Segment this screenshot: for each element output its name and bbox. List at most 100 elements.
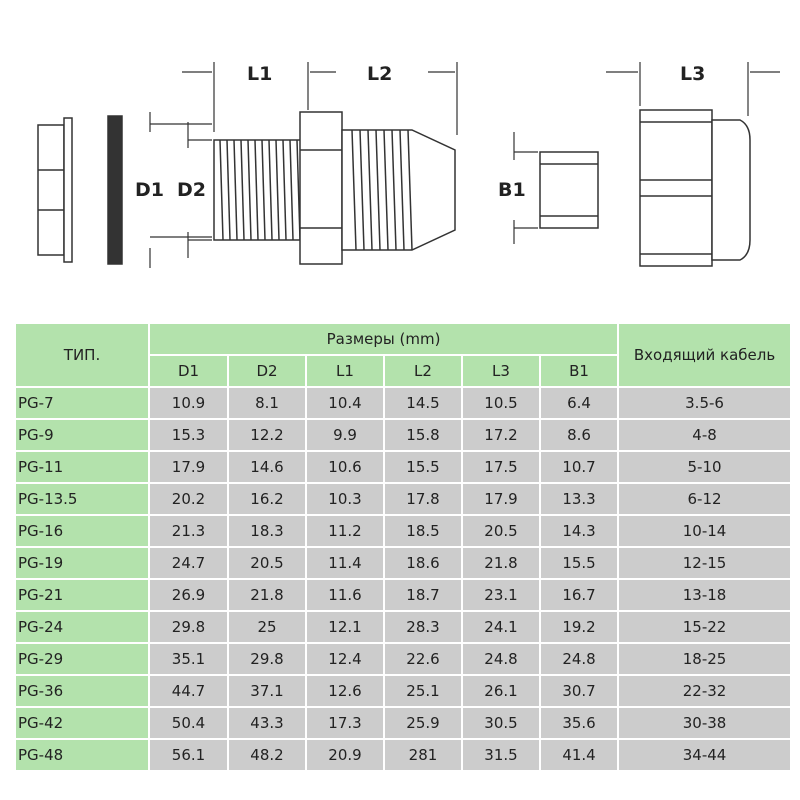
dimension-cell: 20.5 xyxy=(227,546,307,580)
dimension-cell: 12.2 xyxy=(227,418,307,452)
table-row: PG-13.5 20.2 16.2 10.3 17.8 17.9 13.3 6-12 xyxy=(14,482,793,516)
label-l3: L3 xyxy=(680,63,705,85)
table-row: PG-11 17.9 14.6 10.6 15.5 17.5 10.7 5-10 xyxy=(14,450,793,484)
dimension-cell: 29.8 xyxy=(227,642,307,676)
type-cell: PG-21 xyxy=(14,578,150,612)
label-b1: B1 xyxy=(498,179,526,201)
cable-cell: 4-8 xyxy=(617,418,793,452)
dimension-cell: 17.5 xyxy=(461,450,541,484)
cable-header: Входящий кабель xyxy=(617,322,793,388)
dimension-cell: 11.2 xyxy=(305,514,385,548)
type-cell: PG-29 xyxy=(14,642,150,676)
dimension-cell: 14.5 xyxy=(383,386,463,420)
type-cell: PG-9 xyxy=(14,418,150,452)
dimension-cell: 22.6 xyxy=(383,642,463,676)
dimension-cell: 10.5 xyxy=(461,386,541,420)
dimension-cell: 18.7 xyxy=(383,578,463,612)
dimension-cell: 19.2 xyxy=(538,610,620,644)
dimension-cell: 20.5 xyxy=(461,514,541,548)
dimension-cell: 31.5 xyxy=(461,738,541,772)
dimension-cell: 17.9 xyxy=(461,482,541,516)
dimension-cell: 25.1 xyxy=(383,674,463,708)
dimension-cell: 23.1 xyxy=(461,578,541,612)
dimension-cell: 44.7 xyxy=(148,674,229,708)
table-row: PG-48 56.1 48.2 20.9 281 31.5 41.4 34-44 xyxy=(14,738,793,772)
dimension-cell: 11.6 xyxy=(305,578,385,612)
dimension-cell: 10.7 xyxy=(538,450,620,484)
table-row: PG-29 35.1 29.8 12.4 22.6 24.8 24.8 18-25 xyxy=(14,642,793,676)
dimension-cell: 25.9 xyxy=(383,706,463,740)
cap-nut-part xyxy=(639,109,751,267)
dimension-cell: 20.2 xyxy=(148,482,229,516)
dimension-cell: 10.9 xyxy=(148,386,229,420)
column-header-d1: D1 xyxy=(148,354,229,388)
dimension-cell: 56.1 xyxy=(148,738,229,772)
cable-cell: 22-32 xyxy=(617,674,793,708)
type-cell: PG-7 xyxy=(14,386,150,420)
dimension-cell: 20.9 xyxy=(305,738,385,772)
dimension-cell: 24.1 xyxy=(461,610,541,644)
cable-cell: 13-18 xyxy=(617,578,793,612)
dimension-cell: 17.2 xyxy=(461,418,541,452)
table-row: PG-21 26.9 21.8 11.6 18.7 23.1 16.7 13-18 xyxy=(14,578,793,612)
cable-cell: 30-38 xyxy=(617,706,793,740)
cable-cell: 15-22 xyxy=(617,610,793,644)
dimension-cell: 12.6 xyxy=(305,674,385,708)
dimension-cell: 43.3 xyxy=(227,706,307,740)
dimension-cell: 25 xyxy=(227,610,307,644)
dimension-cell: 18.5 xyxy=(383,514,463,548)
dimension-cell: 21.3 xyxy=(148,514,229,548)
type-cell: PG-42 xyxy=(14,706,150,740)
table-row: PG-9 15.3 12.2 9.9 15.8 17.2 8.6 4-8 xyxy=(14,418,793,452)
column-header-b1: B1 xyxy=(538,354,620,388)
label-l1: L1 xyxy=(247,63,272,85)
table-row: PG-36 44.7 37.1 12.6 25.1 26.1 30.7 22-32 xyxy=(14,674,793,708)
dimension-cell: 17.9 xyxy=(148,450,229,484)
column-header-d2: D2 xyxy=(227,354,307,388)
cable-gland-drawing: L1 L2 L3 D1 D2 B1 xyxy=(37,62,780,268)
sizes-header: Размеры (mm) xyxy=(147,322,620,356)
dimension-cell: 24.8 xyxy=(461,642,541,676)
dimension-cell: 21.8 xyxy=(461,546,541,580)
table-row: PG-42 50.4 43.3 17.3 25.9 30.5 35.6 30-38 xyxy=(14,706,793,740)
table-row: PG-7 10.9 8.1 10.4 14.5 10.5 6.4 3.5-6 xyxy=(14,386,793,420)
dimension-cell: 41.4 xyxy=(538,738,620,772)
type-cell: PG-48 xyxy=(14,738,150,772)
table-row: PG-16 21.3 18.3 11.2 18.5 20.5 14.3 10-14 xyxy=(14,514,793,548)
label-l2: L2 xyxy=(367,63,392,85)
dimension-cell: 28.3 xyxy=(383,610,463,644)
locknut-part xyxy=(37,117,73,263)
label-d2: D2 xyxy=(177,179,206,201)
dimension-cell: 26.1 xyxy=(461,674,541,708)
type-cell: PG-13.5 xyxy=(14,482,150,516)
dimension-cell: 17.3 xyxy=(305,706,385,740)
dimension-cell: 14.6 xyxy=(227,450,307,484)
dimension-cell: 10.3 xyxy=(305,482,385,516)
dimension-cell: 9.9 xyxy=(305,418,385,452)
cable-cell: 6-12 xyxy=(617,482,793,516)
dimension-cell: 281 xyxy=(383,738,463,772)
dimension-cell: 17.8 xyxy=(383,482,463,516)
dimension-cell: 15.5 xyxy=(538,546,620,580)
dimension-cell: 24.7 xyxy=(148,546,229,580)
column-header-l3: L3 xyxy=(461,354,541,388)
seal-ring-part xyxy=(107,115,123,265)
label-d1: D1 xyxy=(135,179,164,201)
cable-cell: 3.5-6 xyxy=(617,386,793,420)
dimension-cell: 8.6 xyxy=(538,418,620,452)
column-header-l1: L1 xyxy=(305,354,385,388)
type-header: ТИП. xyxy=(14,322,150,388)
type-cell: PG-16 xyxy=(14,514,150,548)
dimension-cell: 29.8 xyxy=(148,610,229,644)
dimension-cell: 10.4 xyxy=(305,386,385,420)
body-part xyxy=(213,111,456,265)
dimension-cell: 13.3 xyxy=(538,482,620,516)
dimension-cell: 30.5 xyxy=(461,706,541,740)
dimension-cell: 11.4 xyxy=(305,546,385,580)
dimension-cell: 15.5 xyxy=(383,450,463,484)
dimension-cell: 35.1 xyxy=(148,642,229,676)
dimension-cell: 8.1 xyxy=(227,386,307,420)
column-header-l2: L2 xyxy=(383,354,463,388)
cable-cell: 18-25 xyxy=(617,642,793,676)
dimension-cell: 24.8 xyxy=(538,642,620,676)
